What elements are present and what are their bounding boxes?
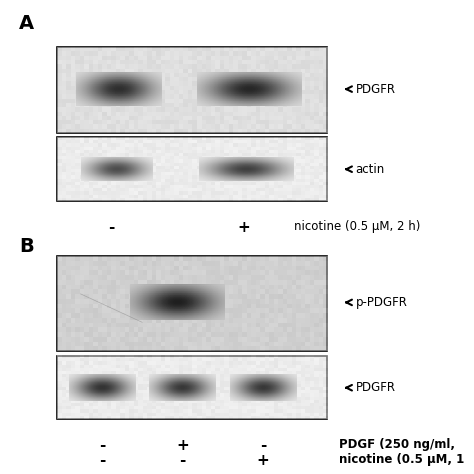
Text: -: - bbox=[99, 438, 105, 454]
FancyBboxPatch shape bbox=[57, 47, 327, 133]
Text: actin: actin bbox=[356, 163, 385, 176]
Text: B: B bbox=[19, 237, 34, 256]
Text: PDGF (250 ng/ml,: PDGF (250 ng/ml, bbox=[339, 438, 455, 451]
Text: -: - bbox=[260, 438, 266, 454]
Text: -: - bbox=[108, 220, 115, 236]
Text: +: + bbox=[238, 220, 250, 236]
FancyBboxPatch shape bbox=[57, 356, 327, 419]
Text: nicotine (0.5 μM, 2 h): nicotine (0.5 μM, 2 h) bbox=[294, 220, 420, 233]
FancyBboxPatch shape bbox=[57, 256, 327, 351]
Text: p-PDGFR: p-PDGFR bbox=[356, 296, 407, 309]
Text: +: + bbox=[176, 438, 189, 454]
FancyBboxPatch shape bbox=[57, 137, 327, 201]
Text: -: - bbox=[99, 453, 105, 468]
Text: A: A bbox=[19, 14, 34, 33]
Text: PDGFR: PDGFR bbox=[356, 82, 395, 96]
Text: nicotine (0.5 μM, 1: nicotine (0.5 μM, 1 bbox=[339, 453, 464, 465]
Text: PDGFR: PDGFR bbox=[356, 381, 395, 394]
Text: -: - bbox=[179, 453, 186, 468]
Text: +: + bbox=[257, 453, 269, 468]
